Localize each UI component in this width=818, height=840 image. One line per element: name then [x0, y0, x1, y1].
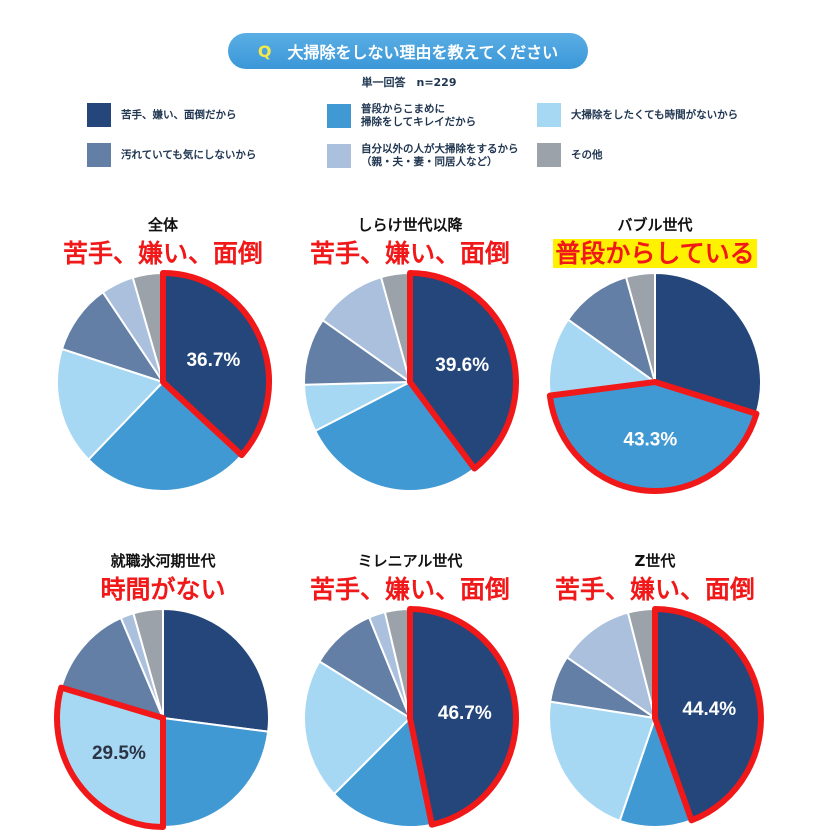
legend-label: 汚れていても気にしないから — [121, 148, 257, 161]
pie-title: 全体 — [147, 216, 178, 234]
pie-title: しらけ世代以降 — [357, 216, 463, 234]
pie-slice — [162, 607, 270, 733]
legend-item: その他 — [537, 143, 603, 167]
data-label: 29.5% — [92, 743, 146, 764]
legend-swatch — [327, 144, 351, 168]
legend-swatch — [87, 143, 111, 167]
legend-swatch — [87, 103, 111, 127]
pie-callout: 苦手、嫌い、面倒 — [554, 575, 755, 604]
pie-slice — [132, 607, 164, 719]
legend-item: 苦手、嫌い、面倒だから — [87, 103, 237, 127]
legend-swatch — [537, 103, 561, 127]
legend-item: 汚れていても気にしないから — [87, 143, 256, 167]
pie-slice — [565, 611, 657, 721]
pie-title: バブル世代 — [617, 216, 693, 234]
legend-label: 普段からこまめに 掃除をしてキレイだから — [361, 103, 477, 128]
highlight-outline — [652, 606, 764, 824]
legend-swatch — [537, 143, 561, 167]
highlight-outline — [160, 270, 272, 459]
data-label: 36.7% — [186, 350, 240, 371]
pie-callout: 苦手、嫌い、面倒 — [62, 239, 263, 268]
data-label: 43.3% — [623, 429, 677, 450]
pie-title: 就職氷河期世代 — [110, 552, 216, 570]
pie-3: 29.5% — [54, 607, 270, 830]
pie-callout: 苦手、嫌い、面倒 — [309, 239, 510, 268]
pie-slice — [162, 716, 270, 829]
question-text: 大掃除をしない理由を教えてください — [287, 43, 559, 62]
pie-slice — [624, 271, 656, 383]
legend-item: 自分以外の人が大掃除をするから （親・夫・妻・同居人など） — [327, 143, 519, 169]
pie-callout: 普段からしている — [553, 239, 757, 268]
legend-label: 自分以外の人が大掃除をするから （親・夫・妻・同居人など） — [361, 143, 519, 168]
legend-label: 大掃除をしたくても時間がないから — [571, 108, 739, 121]
pie-2: 43.3% — [546, 271, 762, 494]
legend-label: その他 — [571, 148, 603, 161]
legend-swatch — [327, 104, 351, 128]
pie-slice — [654, 271, 762, 415]
pie-slice — [332, 715, 433, 828]
highlight-outline — [407, 606, 519, 828]
pie-title: Z世代 — [634, 552, 676, 570]
highlight-outline — [54, 684, 166, 830]
q-mark: Q — [257, 41, 272, 61]
pie-slice — [303, 659, 412, 796]
legend-label: 苦手、嫌い、面倒だから — [121, 108, 237, 121]
question-banner: Q 大掃除をしない理由を教えてください — [228, 33, 588, 69]
pie-title: ミレニアル世代 — [357, 552, 463, 570]
pie-1: 39.6% — [303, 270, 519, 492]
pie-4: 46.7% — [303, 606, 519, 828]
pie-slice — [313, 380, 476, 492]
legend-item: 普段からこまめに 掃除をしてキレイだから — [327, 103, 476, 129]
highlight-outline — [407, 270, 519, 472]
pie-callout: 苦手、嫌い、面倒 — [309, 575, 510, 604]
pie-0: 36.7% — [56, 270, 272, 492]
pie-callout: 時間がない — [100, 575, 226, 604]
pie-slice — [87, 380, 244, 492]
data-label: 39.6% — [435, 355, 489, 376]
legend-item: 大掃除をしたくても時間がないから — [537, 103, 738, 127]
data-label: 44.4% — [682, 699, 736, 720]
pie-slice — [56, 347, 165, 461]
pie-slice — [60, 290, 166, 384]
highlight-outline — [546, 379, 760, 494]
response-note: 単一回答 n=229 — [361, 76, 457, 89]
pie-5: 44.4% — [548, 606, 764, 828]
data-label: 46.7% — [438, 703, 492, 724]
pie-slice — [548, 700, 657, 823]
